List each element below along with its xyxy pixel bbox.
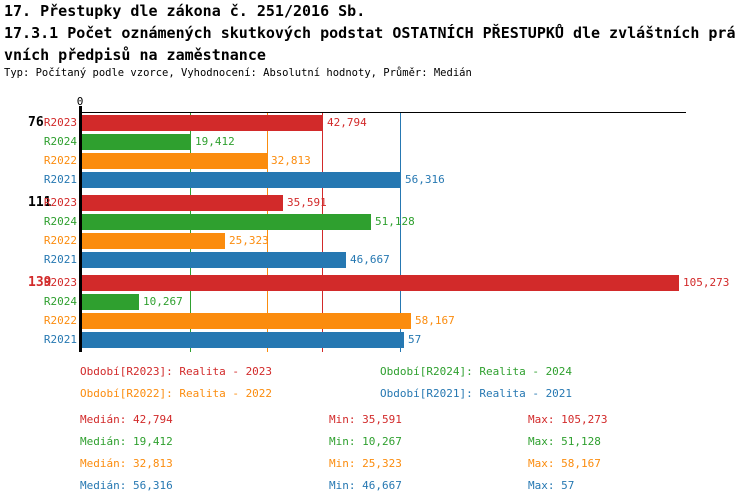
- series-row-label-r2023: R2023: [43, 276, 77, 289]
- bar-r2021-group-76: [81, 172, 401, 188]
- bar-value-label: 19,412: [195, 135, 235, 148]
- legend-item-r2023: Období[R2023]: Realita - 2023: [80, 365, 273, 378]
- series-row-label-r2024: R2024: [43, 215, 77, 228]
- stat-max-r2022: Max: 58,167: [528, 457, 601, 470]
- stat-median-r2022: Medián: 32,813: [80, 457, 173, 470]
- report-title-line2: 17.3.1 Počet oznámených skutkových podst…: [4, 24, 736, 42]
- legend-item-r2024: Období[R2024]: Realita - 2024: [380, 365, 573, 378]
- bar-r2022-group-111: [81, 233, 225, 249]
- median-gridline-r2024: [190, 112, 191, 352]
- group-id-label: 139: [28, 275, 52, 290]
- stat-min-r2021: Min: 46,667: [329, 479, 402, 492]
- bar-value-label: 105,273: [683, 276, 730, 289]
- bar-value-label: 25,323: [229, 234, 269, 247]
- bar-value-label: 58,167: [415, 314, 455, 327]
- series-row-label-r2021: R2021: [43, 253, 77, 266]
- series-row-label-r2021: R2021: [43, 173, 77, 186]
- bar-value-label: 10,267: [143, 295, 183, 308]
- report-title-line1: 17. Přestupky dle zákona č. 251/2016 Sb.: [4, 2, 366, 20]
- bar-r2024-group-76: [81, 134, 191, 150]
- bar-r2024-group-111: [81, 214, 371, 230]
- series-row-label-r2022: R2022: [43, 234, 77, 247]
- group-id-label: 111: [28, 195, 52, 210]
- bar-value-label: 42,794: [327, 116, 367, 129]
- bar-r2024-group-139: [81, 294, 139, 310]
- series-row-label-r2022: R2022: [43, 154, 77, 167]
- y-axis-line: [79, 106, 82, 352]
- x-axis-zero-tick-label: 0: [76, 95, 84, 108]
- bar-r2023-group-76: [81, 115, 323, 131]
- bar-r2023-group-139: [81, 275, 679, 291]
- series-row-label-r2023: R2023: [43, 196, 77, 209]
- bar-r2021-group-111: [81, 252, 346, 268]
- bar-r2021-group-139: [81, 332, 404, 348]
- bar-value-label: 35,591: [287, 196, 327, 209]
- stat-median-r2021: Medián: 56,316: [80, 479, 173, 492]
- stat-min-r2022: Min: 25,323: [329, 457, 402, 470]
- stat-max-r2023: Max: 105,273: [528, 413, 608, 426]
- stat-min-r2023: Min: 35,591: [329, 413, 402, 426]
- bar-value-label: 56,316: [405, 173, 445, 186]
- bar-value-label: 32,813: [271, 154, 311, 167]
- legend-item-r2022: Období[R2022]: Realita - 2022: [80, 387, 273, 400]
- series-row-label-r2021: R2021: [43, 333, 77, 346]
- bar-value-label: 46,667: [350, 253, 390, 266]
- bar-value-label: 57: [408, 333, 422, 346]
- series-row-label-r2022: R2022: [43, 314, 77, 327]
- report-subtitle: Typ: Počítaný podle vzorce, Vyhodnocení:…: [4, 67, 472, 79]
- x-axis-line: [80, 112, 686, 113]
- legend-item-r2021: Období[R2021]: Realita - 2021: [380, 387, 573, 400]
- stat-median-r2023: Medián: 42,794: [80, 413, 173, 426]
- series-row-label-r2023: R2023: [43, 116, 77, 129]
- stat-min-r2024: Min: 10,267: [329, 435, 402, 448]
- bar-r2023-group-111: [81, 195, 283, 211]
- bar-r2022-group-76: [81, 153, 267, 169]
- report-title-line3: vních předpisů na zaměstnance: [4, 46, 266, 64]
- stat-max-r2021: Max: 57: [528, 479, 575, 492]
- median-gridline-r2022: [267, 112, 268, 352]
- median-gridline-r2021: [400, 112, 401, 352]
- series-row-label-r2024: R2024: [43, 295, 77, 308]
- group-id-label: 76: [28, 115, 44, 130]
- bar-value-label: 51,128: [375, 215, 415, 228]
- stat-median-r2024: Medián: 19,412: [80, 435, 173, 448]
- series-row-label-r2024: R2024: [43, 135, 77, 148]
- bar-r2022-group-139: [81, 313, 411, 329]
- stat-max-r2024: Max: 51,128: [528, 435, 601, 448]
- median-gridline-r2023: [322, 112, 323, 352]
